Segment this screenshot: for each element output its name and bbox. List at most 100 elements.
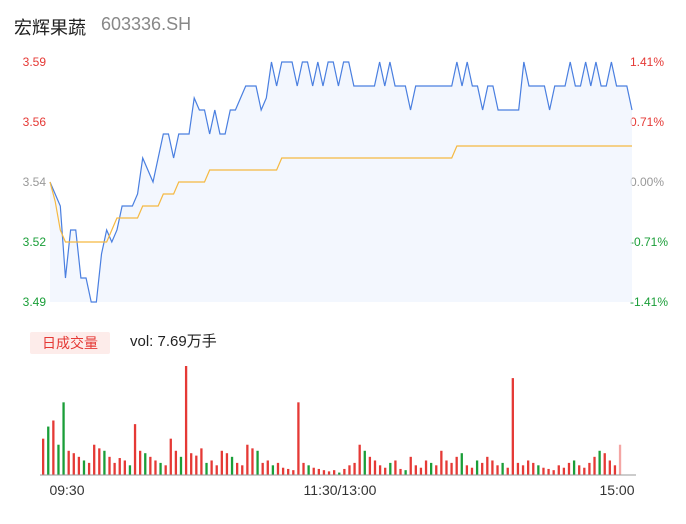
- volume-bar: [542, 467, 545, 475]
- volume-bar: [608, 460, 611, 475]
- volume-bar: [613, 465, 617, 475]
- volume-bar: [256, 450, 259, 475]
- volume-bar: [93, 444, 96, 475]
- volume-bar: [103, 450, 106, 475]
- volume-bar: [149, 456, 152, 475]
- volume-readout: vol: 7.69万手: [130, 333, 217, 350]
- volume-bar: [445, 460, 448, 475]
- volume-bar: [230, 456, 234, 475]
- volume-bar: [42, 438, 45, 475]
- volume-bar: [82, 460, 86, 475]
- price-line: [49, 61, 633, 303]
- volume-bar: [547, 468, 550, 475]
- volume-bar: [363, 450, 366, 475]
- volume-bar: [251, 448, 254, 475]
- volume-bar: [225, 453, 229, 475]
- volume-bar: [409, 456, 412, 475]
- volume-bar: [333, 470, 336, 475]
- volume-bar: [430, 462, 433, 475]
- volume-bar: [241, 465, 244, 475]
- volume-bar: [154, 460, 157, 475]
- volume-bar: [184, 366, 188, 475]
- volume-bar: [470, 467, 474, 475]
- volume-bar: [424, 460, 428, 475]
- volume-bar: [276, 462, 280, 475]
- price-tick-label: 3.59: [23, 55, 47, 69]
- volume-bar: [598, 450, 601, 475]
- volume-bar: [537, 465, 540, 475]
- volume-bar: [317, 468, 320, 475]
- volume-bar: [343, 468, 346, 475]
- volume-bar: [491, 460, 494, 475]
- time-tick-label: 15:00: [599, 482, 634, 498]
- volume-bar: [246, 444, 249, 475]
- volume-bar: [527, 460, 530, 475]
- volume-bar: [113, 462, 116, 475]
- volume-bar: [164, 465, 167, 475]
- volume-bar: [72, 453, 75, 475]
- volume-bar: [389, 462, 392, 475]
- volume-bar: [516, 462, 520, 475]
- volume-tab[interactable]: 日成交量: [30, 332, 110, 354]
- volume-bar: [378, 465, 382, 475]
- volume-bar: [159, 462, 162, 475]
- price-area: [50, 62, 632, 302]
- volume-bar: [414, 465, 417, 475]
- volume-bar: [460, 453, 463, 475]
- volume-bar: [322, 470, 326, 475]
- volume-bar: [195, 455, 198, 475]
- volume-bar: [292, 470, 295, 475]
- volume-bar: [128, 465, 132, 475]
- time-tick-label: 09:30: [49, 482, 84, 498]
- volume-bar: [118, 458, 121, 475]
- volume-bar: [52, 420, 55, 475]
- pct-tick-label: -1.41%: [630, 295, 668, 309]
- volume-bar: [281, 467, 285, 475]
- volume-bar: [236, 462, 239, 475]
- volume-bar: [297, 402, 300, 475]
- volume-bar: [220, 450, 223, 475]
- volume-bar: [169, 438, 172, 475]
- volume-bar: [67, 450, 70, 475]
- volume-bar: [593, 456, 596, 475]
- volume-bar: [358, 444, 361, 475]
- volume-bar: [399, 468, 402, 475]
- time-tick-label: 11:30/13:00: [304, 482, 377, 498]
- volume-bar: [419, 467, 423, 475]
- volume-bar: [139, 450, 142, 475]
- volume-bar: [465, 465, 469, 475]
- volume-bar: [572, 460, 576, 475]
- pct-tick-label: -0.71%: [630, 235, 668, 249]
- volume-bar: [557, 465, 560, 475]
- volume-bar: [353, 462, 356, 475]
- volume-bar: [302, 462, 305, 475]
- volume-bar: [190, 453, 193, 475]
- volume-bar: [215, 465, 218, 475]
- volume-bar: [552, 470, 555, 475]
- volume-bar: [144, 453, 147, 475]
- volume-bar: [481, 462, 484, 475]
- volume-bar: [404, 470, 407, 475]
- volume-bar: [271, 465, 275, 475]
- volume-bar: [384, 467, 387, 475]
- volume-bar: [108, 456, 111, 475]
- volume-bar: [435, 465, 438, 475]
- volume-bar: [450, 462, 453, 475]
- volume-bar: [210, 460, 213, 475]
- volume-bar: [618, 444, 622, 475]
- volume-bar: [521, 465, 525, 475]
- volume-bar: [205, 462, 208, 475]
- volume-bar: [77, 456, 81, 475]
- volume-bar: [373, 460, 377, 475]
- volume-bar: [327, 471, 331, 475]
- volume-bar: [506, 467, 509, 475]
- volume-bar: [57, 444, 60, 475]
- volume-bar: [455, 456, 458, 475]
- volume-bar: [578, 465, 581, 475]
- volume-bar: [174, 450, 178, 475]
- volume-bar: [338, 472, 341, 475]
- price-tick-label: 3.54: [23, 175, 47, 189]
- volume-bar: [583, 467, 586, 475]
- price-tick-label: 3.52: [23, 235, 47, 249]
- volume-bar: [266, 460, 269, 475]
